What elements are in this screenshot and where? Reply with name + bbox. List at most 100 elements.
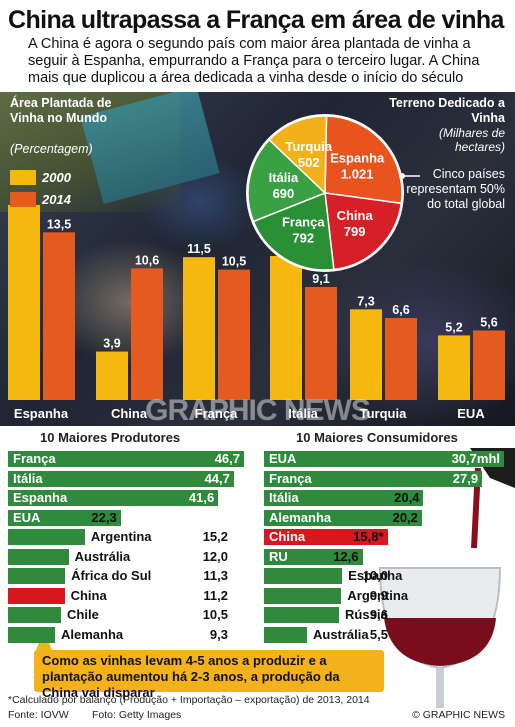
hbar-value-eua: 30,7mhl [451,451,500,466]
pie-name-espanha: Espanha [330,150,385,165]
hbar-label-espanha: Espanha [13,490,68,505]
hbar-alemanha [264,509,422,526]
hbar-argentina [8,529,85,545]
pie-value-espanha: 1.021 [341,166,374,181]
hbar-value-austrália: 12,0 [202,548,228,564]
bar-itália-2000 [270,255,302,400]
hbar-value-espanha: 10,0 [362,568,388,583]
bar-value-china-2000: 3,9 [103,337,120,351]
hbar-china [264,529,388,545]
bar-value-espanha-2014: 13,5 [47,217,71,231]
hbar-argentina [264,587,342,604]
area-chart-legend: 2000 2014 [10,166,71,210]
hbar-label-ru: RU [269,548,288,564]
hbar-value-austrália: 5,5 [369,626,388,642]
hbar-austrália [264,626,307,643]
hbar-value-espanha: 41,6 [188,490,215,505]
hbar-label-itália: Itália [269,490,299,505]
bar-value-frança-2014: 10,5 [222,255,246,269]
bar-china-2000 [96,351,128,400]
hbar-value-frança: 46,7 milhões hectolitros [174,451,240,498]
headline: China ultrapassa a França em área de vin… [8,6,504,34]
hbar-value-argentina: 15,2 [202,529,228,544]
pie-value-turquia: 502 [298,155,320,170]
note-box: Como as vinhas levam 4-5 anos a produzir… [34,650,384,700]
hbar-china [8,587,65,604]
pie-title: Terreno Dedicado a Vinha [389,96,505,125]
hbar-label-austrália: Austrália [74,548,131,564]
bar-eua-2014 [473,330,505,400]
hbar-austrália [8,548,69,565]
bar-value-china-2014: 10,6 [135,253,159,267]
hbar-value-china: 15,8* [353,529,384,544]
bar-itália-2014 [305,286,337,400]
area-chart-title: Área Plantada de Vinha no Mundo [10,96,112,125]
bar-turquia-2014 [385,318,417,400]
hbar-áfrica-do-sul [8,568,66,584]
hbar-ru [264,548,363,565]
hbar-label-frança: França [13,451,56,466]
footnote: *Calculado por balanço (Produção + Impor… [8,694,370,706]
intro-text: A China é agora o segundo país com maior… [28,36,480,86]
bar-espanha-2000 [8,205,40,400]
hbar-value-rússia: 9,6 [369,607,388,622]
hbar-label-alemanha: Alemanha [60,626,124,642]
hbar-value-argentina: 9,9 [369,587,388,603]
hbar-label-eua: EUA [269,451,297,466]
hbar-label-china: China [70,587,107,603]
copyright: © GRAPHIC NEWS [412,709,505,721]
hbar-value-frança: 27,9 [452,470,479,486]
hbar-itália [264,490,424,506]
area-chart: 15,713,5Espanha3,910,6China11,510,5Franç… [8,114,505,421]
pie-value-china: 799 [344,224,366,239]
hbar-value-chile: 10,5 [202,607,228,622]
bar-eua-2000 [438,335,470,400]
bar-china-2014 [131,268,163,400]
bar-value-eua-2014: 5,6 [480,315,497,329]
bar-espanha-2014 [43,232,75,400]
hbar-espanha [264,568,343,584]
bar-value-frança-2000: 11,5 [187,242,211,256]
watermark: GRAPHIC NEWS [145,394,371,427]
pie-name-turquia: Turquia [285,139,332,154]
producers-title: 10 Maiores Produtores [40,430,181,445]
hbar-espanha [8,490,219,506]
photo-credit: Foto: Getty Images [92,709,182,721]
category-label-turquia: Turquia [360,406,407,421]
bar-frança-2014 [218,269,250,400]
hbar-value-ru: 12,6 [333,548,359,564]
hbar-label-alemanha: Alemanha [269,509,332,525]
hbar-frança [264,470,483,487]
hbar-label-itália: Itália [13,470,43,486]
hbar-label-chile: Chile [67,607,99,622]
hbar-value-china: 11,2 [203,587,228,603]
area-chart-subtitle: (Percentagem) [10,142,93,156]
category-label-frança: França [195,406,238,421]
pie-slice-frança [252,191,335,271]
legend-swatch-2014 [10,191,36,207]
bar-value-turquia-2014: 6,6 [392,303,409,317]
hbar-label-espanha: Espanha [348,568,403,583]
hbar-rússia [264,607,340,623]
hbar-value-eua: 22,3 [91,509,117,525]
pie-value-frança: 792 [292,230,314,245]
hbar-value-itália: 20,4 [394,490,420,505]
category-label-eua: EUA [457,406,485,421]
pie-subtitle: (Milhares de hectares) [438,126,505,154]
pie-value-itália: 690 [273,186,295,201]
hbar-frança [8,451,244,467]
bar-frança-2000 [183,257,215,400]
hbar-value-itália: 44,7 [204,470,230,486]
pie-slice-itália [247,138,327,223]
pie-slice-espanha [324,115,403,205]
hbar-label-eua: EUA [13,509,41,525]
pie-slice-china [324,192,403,271]
hbar-alemanha [8,626,55,643]
hbar-chile [8,607,62,623]
legend-item-2014: 2014 [10,188,71,210]
background-photo [0,92,515,426]
legend-item-2000: 2000 [10,166,71,188]
pie-slice-turquia [268,115,328,195]
legend-label-2014: 2014 [42,191,71,207]
hbar-value-alemanha: 9,3 [209,626,228,642]
